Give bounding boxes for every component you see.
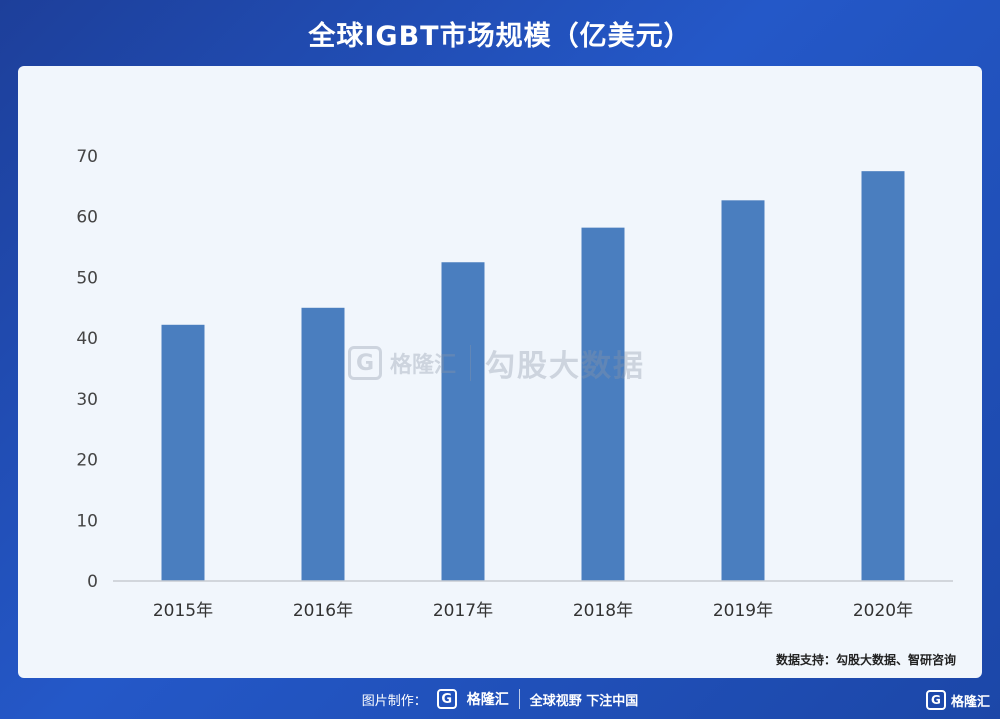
bar-2018年	[581, 227, 625, 581]
footer-brand: 格隆汇	[466, 692, 509, 708]
y-tick-label: 40	[76, 329, 98, 349]
x-tick-label: 2018年	[573, 601, 633, 621]
footer: 图片制作： G 格隆汇 全球视野 下注中国	[0, 684, 1000, 714]
footer-logo-icon: G	[436, 689, 457, 709]
y-tick-label: 0	[87, 572, 98, 592]
bar-2016年	[301, 307, 345, 581]
source-note: 数据支持：勾股大数据、智研咨询	[775, 653, 956, 667]
x-axis-labels: 2015年 2016年 2017年 2018年 2019年 2020年	[153, 601, 913, 621]
footer-divider	[518, 689, 520, 709]
watermark-logo-icon: G	[348, 346, 382, 380]
x-tick-label: 2015年	[153, 601, 213, 621]
x-tick-label: 2019年	[713, 601, 773, 621]
corner-logo-icon: G	[925, 690, 946, 710]
bar-2020年	[861, 171, 905, 581]
y-axis-ticks: 0 10 20 30 40 50 60 70	[76, 147, 98, 592]
bar-2017年	[441, 262, 485, 581]
x-tick-label: 2016年	[293, 601, 353, 621]
chart-panel: 0 10 20 30 40 50 60 70 2015年 2016年 2017年 2018年 2019…	[18, 66, 982, 678]
watermark: G 格隆汇 勾股大数据	[348, 338, 668, 388]
y-tick-label: 60	[76, 208, 98, 228]
watermark-text: 勾股大数据	[485, 349, 646, 384]
y-tick-label: 10	[76, 511, 98, 531]
footer-label: 图片制作：	[361, 693, 427, 709]
x-tick-label: 2017年	[433, 601, 493, 621]
y-tick-label: 30	[76, 390, 98, 410]
bar-2019年	[721, 200, 765, 582]
x-tick-label: 2020年	[853, 601, 913, 621]
watermark-brand: 格隆汇	[390, 353, 457, 378]
bar-chart: 0 10 20 30 40 50 60 70 2015年 2016年 2017年 2018年 2019…	[76, 147, 953, 621]
bar-2015年	[161, 324, 205, 581]
corner-brand: G 格隆汇	[925, 690, 990, 710]
footer-slogan: 全球视野 下注中国	[529, 693, 639, 709]
y-tick-label: 20	[76, 451, 98, 471]
corner-brand-text: 格隆汇	[950, 694, 990, 710]
y-tick-label: 70	[76, 147, 98, 167]
bars	[161, 171, 905, 582]
y-tick-label: 50	[76, 268, 98, 288]
watermark-divider	[470, 345, 472, 381]
page-title: 全球IGBT市场规模（亿美元）	[308, 21, 692, 52]
